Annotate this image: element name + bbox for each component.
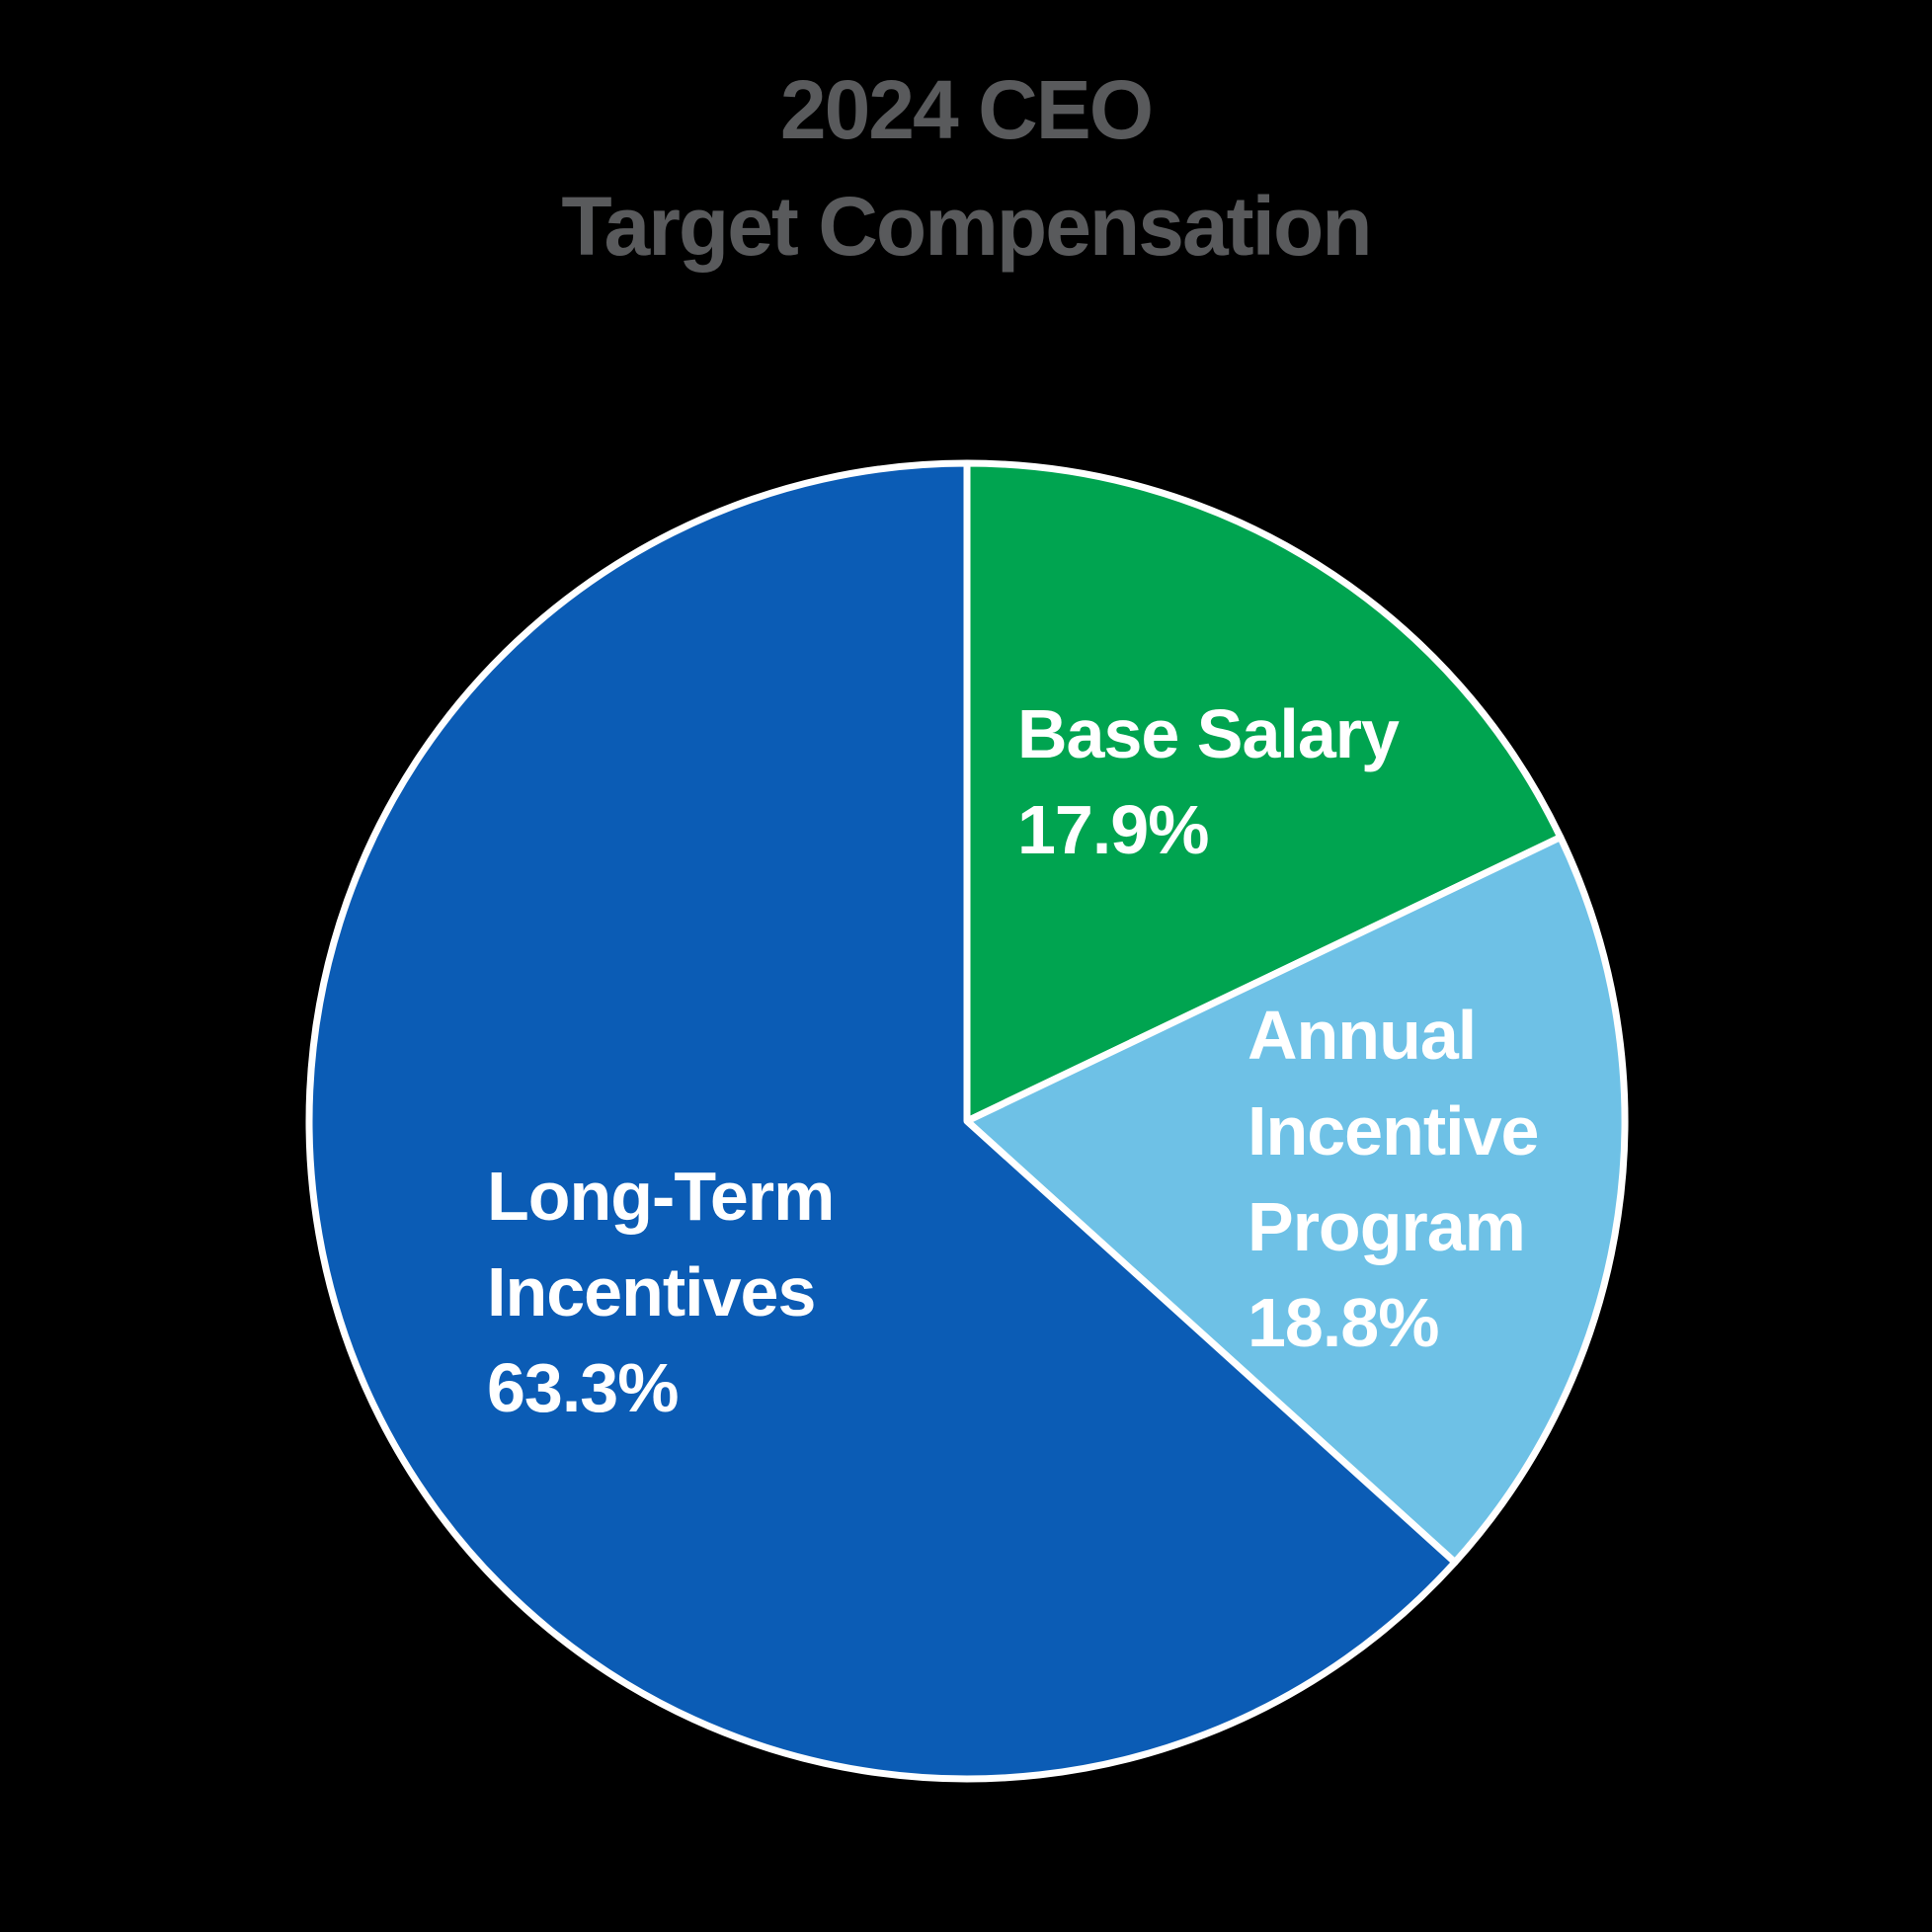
label-base-salary: Base Salary 17.9%	[1017, 686, 1400, 878]
label-long-term-line-2: Incentives	[487, 1253, 816, 1330]
label-annual-line-2: Incentive	[1248, 1092, 1539, 1169]
label-long-term-incentives: Long-Term Incentives 63.3%	[487, 1149, 835, 1436]
label-annual-line-1: Annual	[1248, 997, 1477, 1074]
pie-slice-long-term-incentives	[305, 459, 1459, 1783]
label-annual-incentive-program: Annual Incentive Program 18.8%	[1248, 988, 1539, 1371]
pie-slice-base-salary	[963, 459, 1565, 1125]
chart-title-line-2: Target Compensation	[561, 180, 1372, 273]
chart-title-line-1: 2024 CEO	[779, 63, 1154, 156]
label-base-salary-text: Base Salary	[1017, 695, 1400, 772]
pie-slices-group	[305, 459, 1629, 1783]
label-annual-line-3: Program	[1248, 1188, 1526, 1265]
label-long-term-line-1: Long-Term	[487, 1158, 835, 1235]
chart-title: 2024 CEO Target Compensation	[0, 51, 1932, 284]
label-annual-value: 18.8%	[1248, 1284, 1439, 1361]
pie-slice-annual-incentive-program	[963, 834, 1629, 1567]
label-base-salary-value: 17.9%	[1017, 791, 1209, 868]
label-long-term-value: 63.3%	[487, 1349, 679, 1426]
